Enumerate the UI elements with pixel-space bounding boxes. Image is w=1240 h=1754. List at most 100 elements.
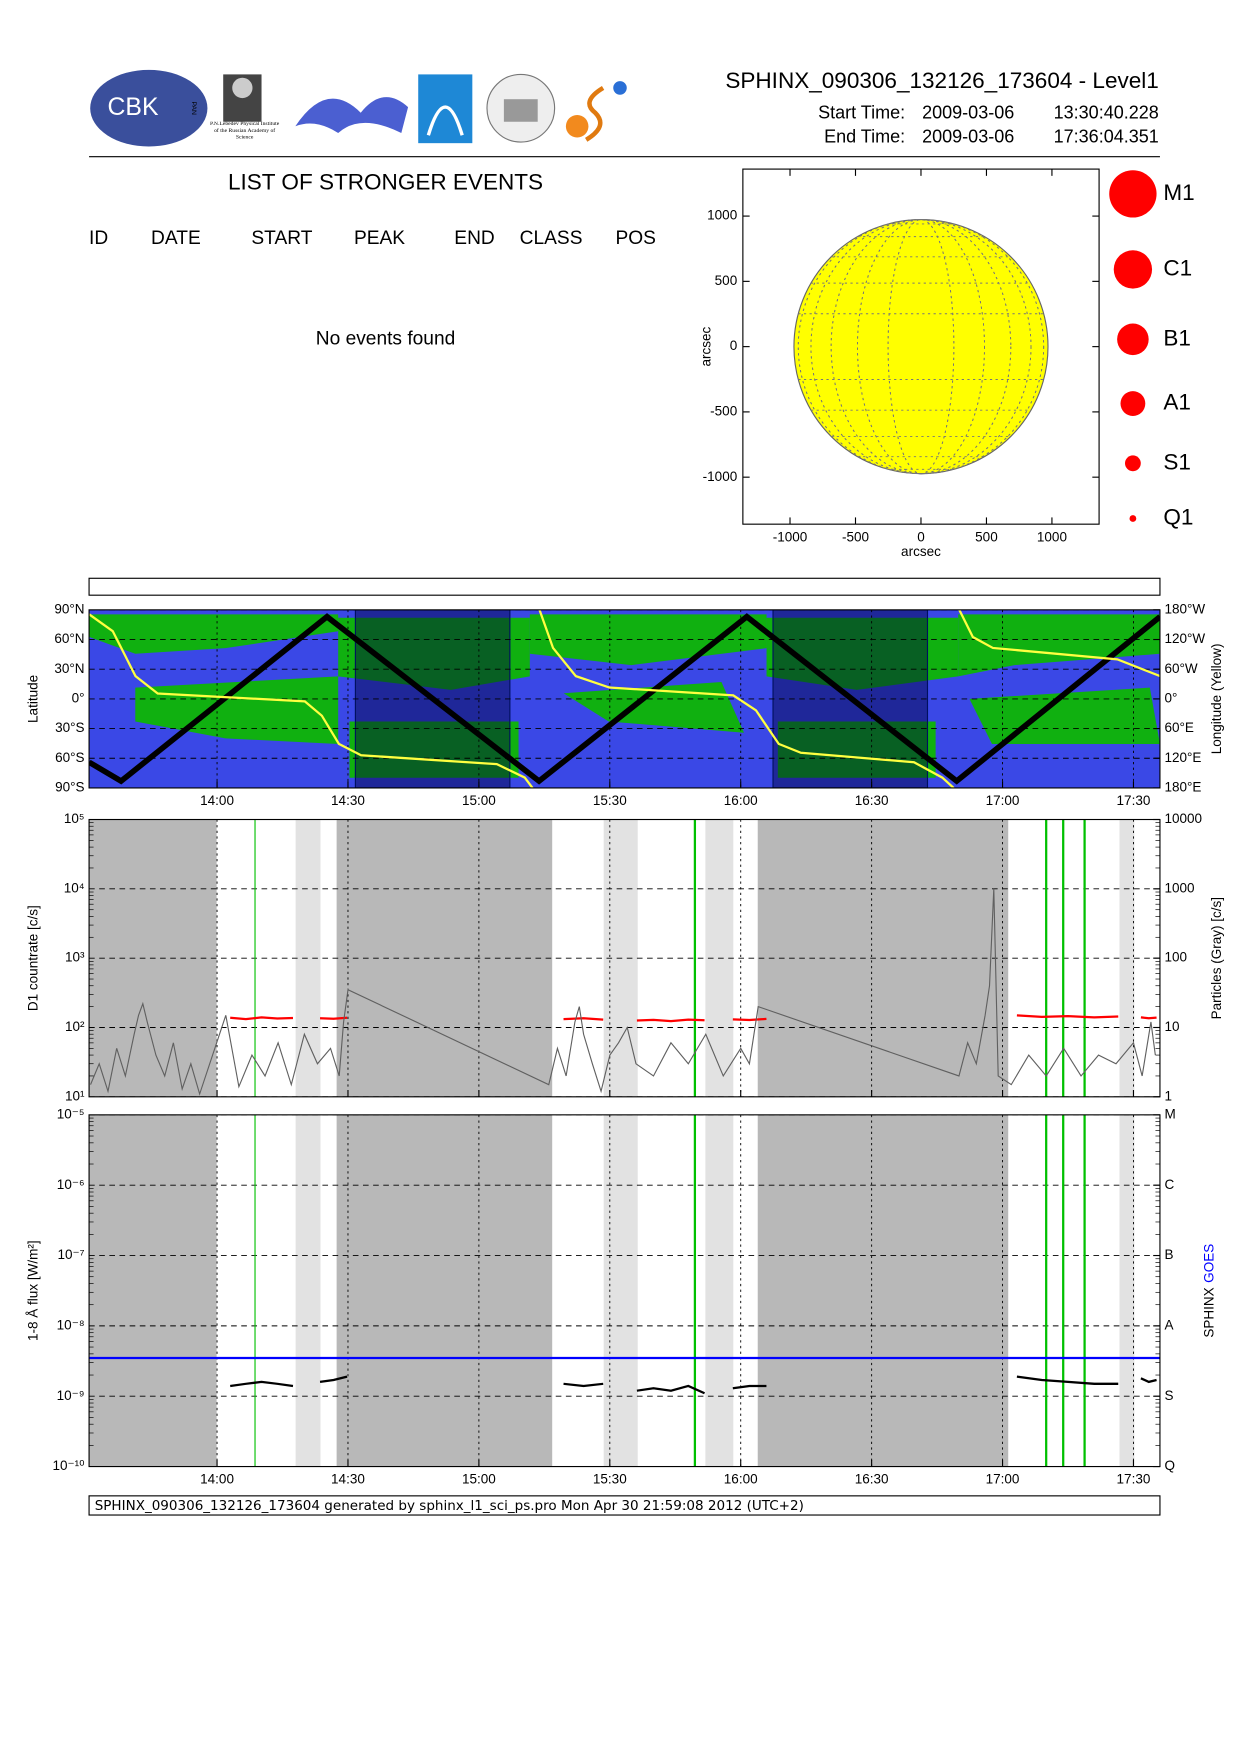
events-column: POS	[615, 228, 655, 249]
legend-label: M1	[1163, 180, 1194, 205]
s-logo	[584, 85, 605, 142]
series-line	[90, 888, 1156, 1096]
footer-text: SPHINX_090306_132126_173604 generated by…	[95, 1498, 804, 1514]
y2-tick-label: 120°E	[1164, 750, 1201, 765]
y-tick-label: 10⁴	[64, 880, 85, 895]
series-line	[230, 1375, 1157, 1395]
x-tick-label: 16:30	[855, 793, 889, 808]
y-tick-label: 0°	[72, 690, 85, 705]
y2-tick-label: 100	[1164, 950, 1187, 965]
y2-axis-label: Longitude (Yellow)	[1209, 644, 1224, 755]
particle-region	[89, 614, 339, 654]
class-tick-label: Q	[1164, 1458, 1175, 1473]
events-column: CLASS	[520, 228, 583, 249]
y2-tick-label: 60°E	[1164, 720, 1193, 735]
y-tick-label: 10⁻¹⁰	[52, 1458, 85, 1473]
particle-region	[958, 614, 1160, 677]
sun-logo	[565, 114, 589, 138]
x-tick-label: 16:30	[855, 1472, 889, 1487]
y-tick-label: 500	[715, 273, 738, 288]
y-tick-label: 10¹	[65, 1088, 85, 1103]
y2-axis-label: Particles (Gray) [c/s]	[1209, 897, 1224, 1019]
plot-area	[89, 609, 1160, 788]
panel: 14:00 14:30 15:00 15:30 16:00 16:30 17:00 17:30…	[25, 601, 1224, 808]
legend-marker	[1113, 250, 1153, 289]
x-tick-label: 15:30	[593, 1472, 627, 1487]
y2-tick-label: 1000	[1164, 880, 1194, 895]
x-tick-label: 17:00	[986, 793, 1020, 808]
events-column: ID	[89, 228, 108, 249]
arrow-logo	[418, 74, 473, 144]
plot-area	[89, 1114, 1160, 1467]
start-label: Start Time:	[818, 103, 905, 123]
class-tick-label: S	[1164, 1388, 1173, 1403]
y-tick-label: 10⁻⁷	[57, 1247, 84, 1262]
logos: CBK PAN P.N.Lebedev Physical Institute o…	[90, 69, 627, 147]
x-tick-label: 14:00	[200, 793, 234, 808]
x-tick-label: 14:00	[200, 1472, 234, 1487]
background-interval	[757, 1114, 1009, 1467]
start-time: 13:30:40.228	[1054, 103, 1159, 123]
events-message: No events found	[316, 328, 456, 349]
y2-tick-label: 10000	[1164, 811, 1202, 826]
arrow-logo-mark	[426, 105, 464, 136]
series-line	[89, 613, 1160, 785]
y-tick-label: 30°S	[55, 720, 84, 735]
y-tick-label: 90°N	[54, 601, 84, 616]
x-axis-label: arcsec	[901, 544, 941, 559]
series-line	[89, 609, 1160, 788]
background-interval	[295, 1114, 321, 1467]
x-tick-label: -500	[842, 529, 869, 544]
legend-marker	[1125, 455, 1141, 472]
y-axis-label: arcsec	[698, 326, 713, 366]
legend-label: C1	[1163, 255, 1192, 280]
legend-entry: SPHINX	[1201, 1287, 1216, 1337]
y2-tick-label: 180°E	[1164, 780, 1201, 795]
background-interval	[336, 1114, 553, 1467]
x-tick-label: 14:30	[331, 793, 365, 808]
end-label: End Time:	[824, 126, 905, 146]
y-tick-label: 10³	[65, 950, 85, 965]
legend-label: Q1	[1163, 504, 1193, 529]
lebedev-caption-box: P.N.Lebedev Physical Institute of the Ru…	[210, 121, 280, 141]
y-axis-label: 1-8 Å flux [W/m²]	[25, 1240, 40, 1341]
legend-marker	[1120, 391, 1146, 416]
x-tick-label: 500	[975, 529, 998, 544]
start-date: 2009-03-06	[922, 103, 1014, 123]
particle-region	[563, 681, 744, 733]
cbk-logo	[90, 69, 208, 147]
y-tick-label: 60°N	[54, 631, 84, 646]
y-tick-label: 90°S	[55, 780, 84, 795]
events-title: LIST OF STRONGER EVENTS	[228, 170, 543, 195]
plot-area	[89, 819, 1160, 1097]
y-tick-label: 0	[730, 338, 738, 353]
y2-tick-label: 120°W	[1164, 631, 1205, 646]
observatory-building	[503, 99, 538, 122]
y-tick-label: -500	[710, 403, 737, 418]
background-interval	[603, 1114, 638, 1467]
series-line	[230, 1014, 1157, 1023]
background-interval	[705, 1114, 734, 1467]
legend-marker	[1129, 515, 1137, 522]
plot-frame	[88, 609, 1161, 789]
class-tick-label: A	[1164, 1317, 1173, 1332]
legend-label: A1	[1163, 390, 1191, 415]
globe-logo	[613, 81, 627, 95]
events-column: START	[251, 228, 312, 249]
legend-marker	[1109, 170, 1157, 218]
end-date: 2009-03-06	[922, 126, 1014, 146]
lebedev-caption: P.N.Lebedev Physical Institute of the Ru…	[210, 121, 280, 141]
legend-entry: GOES	[1201, 1244, 1216, 1283]
legend: SPHINX GOES	[1201, 1244, 1216, 1338]
empty-box	[88, 577, 1161, 596]
x-tick-label: 15:30	[593, 793, 627, 808]
particle-region	[338, 617, 530, 690]
miam-logo	[295, 97, 409, 134]
y-tick-label: -1000	[703, 469, 738, 484]
legend-marker	[1117, 323, 1149, 356]
x-tick-label: 15:00	[462, 1472, 496, 1487]
x-tick-label: 17:30	[1117, 1472, 1151, 1487]
legend-label: S1	[1163, 449, 1191, 474]
